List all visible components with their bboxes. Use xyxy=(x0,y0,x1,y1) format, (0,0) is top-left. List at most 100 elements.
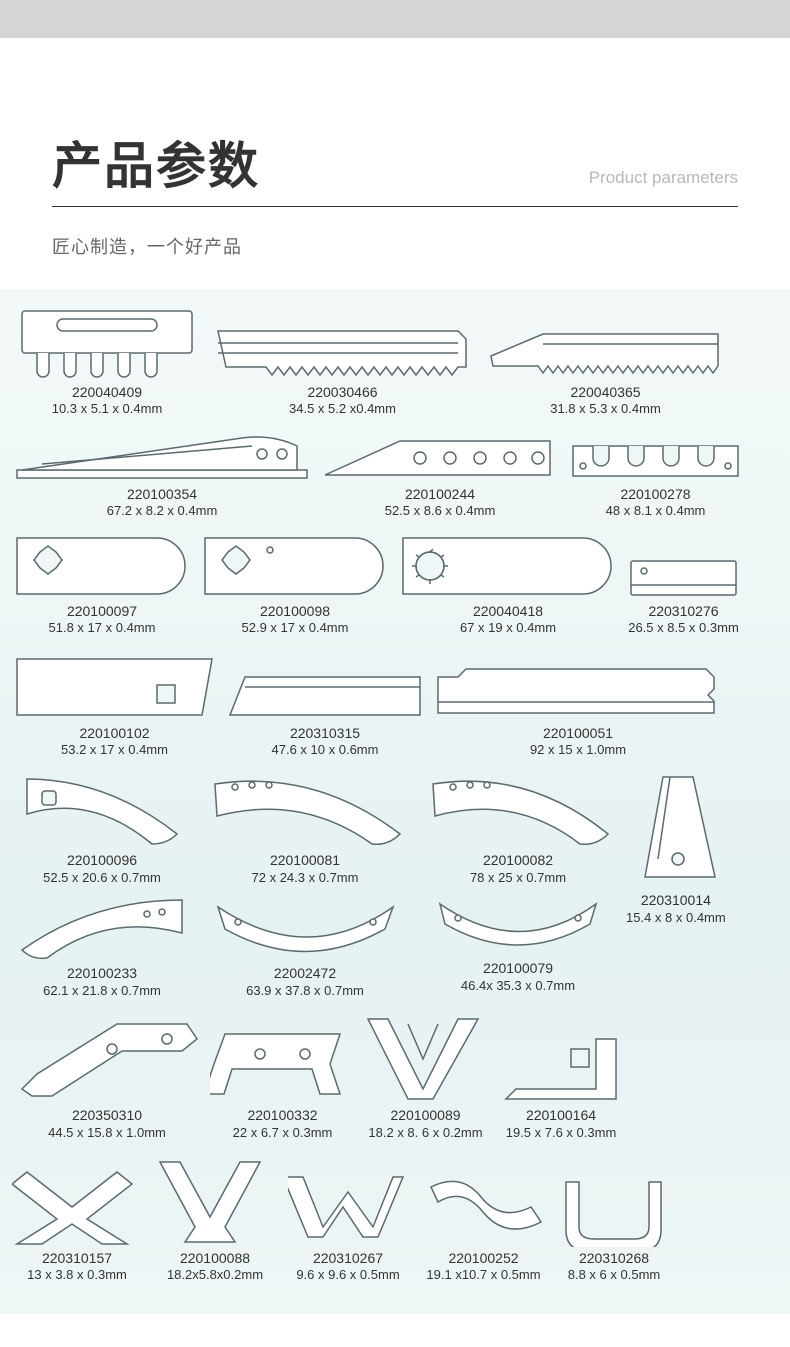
product-drawing xyxy=(428,892,608,957)
product-drawing xyxy=(17,769,187,849)
product-code: 220100354 xyxy=(127,485,197,503)
product-drawing xyxy=(496,1024,626,1104)
product-drawing xyxy=(628,769,723,889)
product-drawing xyxy=(12,1014,202,1104)
product-item: 220310157 13 x 3.8 x 0.3mm xyxy=(12,1157,142,1284)
product-code: 220100088 xyxy=(180,1249,250,1267)
product-code: 220310267 xyxy=(313,1249,383,1267)
product-dimensions: 18.2 x 8. 6 x 0.2mm xyxy=(368,1125,482,1142)
product-drawing xyxy=(210,1019,355,1104)
catalog-row: 220350310 44.5 x 15.8 x 1.0mm 220100332 … xyxy=(12,1009,778,1141)
product-code: 220310157 xyxy=(42,1249,112,1267)
catalog-row: 220040409 10.3 x 5.1 x 0.4mm 220030466 3… xyxy=(12,303,778,418)
product-item: 220100332 22 x 6.7 x 0.3mm xyxy=(210,1019,355,1141)
product-drawing xyxy=(12,303,202,381)
product-item: 220100081 72 x 24.3 x 0.7mm xyxy=(200,769,410,886)
top-bar xyxy=(0,0,790,38)
product-item: 220100097 51.8 x 17 x 0.4mm xyxy=(12,530,192,637)
catalog-row: 220310157 13 x 3.8 x 0.3mm 220100088 18.… xyxy=(12,1152,778,1284)
product-drawing xyxy=(483,326,728,381)
product-code: 220100082 xyxy=(483,851,553,869)
product-code: 220040365 xyxy=(570,383,640,401)
product-dimensions: 10.3 x 5.1 x 0.4mm xyxy=(52,401,163,418)
product-dimensions: 8.8 x 6 x 0.5mm xyxy=(568,1267,660,1284)
product-dimensions: 13 x 3.8 x 0.3mm xyxy=(27,1267,127,1284)
product-code: 220100233 xyxy=(67,964,137,982)
product-item: 220100096 52.5 x 20.6 x 0.7mm xyxy=(12,769,192,886)
product-item: 220310267 9.6 x 9.6 x 0.5mm xyxy=(288,1162,408,1284)
catalog-row: 220100097 51.8 x 17 x 0.4mm 220100098 52… xyxy=(12,530,778,637)
product-item: 220040365 31.8 x 5.3 x 0.4mm xyxy=(483,326,728,418)
title-english: Product parameters xyxy=(589,168,738,188)
product-drawing xyxy=(203,892,408,962)
product-code: 220100051 xyxy=(543,724,613,742)
product-code: 22002472 xyxy=(274,964,336,982)
product-dimensions: 53.2 x 17 x 0.4mm xyxy=(61,742,168,759)
product-item: 220100051 92 x 15 x 1.0mm xyxy=(433,662,723,759)
product-item: 220100098 52.9 x 17 x 0.4mm xyxy=(200,530,390,637)
product-dimensions: 9.6 x 9.6 x 0.5mm xyxy=(296,1267,399,1284)
product-drawing xyxy=(398,530,618,600)
product-catalog: 220040409 10.3 x 5.1 x 0.4mm 220030466 3… xyxy=(0,289,790,1314)
product-item: 220100079 46.4x 35.3 x 0.7mm xyxy=(418,892,618,994)
product-dimensions: 72 x 24.3 x 0.7mm xyxy=(252,870,359,887)
product-code: 220350310 xyxy=(72,1106,142,1124)
product-code: 220310014 xyxy=(641,891,711,909)
catalog-row: 220100102 53.2 x 17 x 0.4mm 220310315 47… xyxy=(12,647,778,759)
product-dimensions: 92 x 15 x 1.0mm xyxy=(530,742,626,759)
product-item: 220100082 78 x 25 x 0.7mm xyxy=(418,769,618,886)
product-dimensions: 44.5 x 15.8 x 1.0mm xyxy=(48,1125,166,1142)
title-chinese: 产品参数 xyxy=(52,126,260,198)
product-drawing xyxy=(626,555,741,600)
catalog-row: 220100096 52.5 x 20.6 x 0.7mm 220100233 … xyxy=(12,769,778,999)
product-code: 220310268 xyxy=(579,1249,649,1267)
product-code: 220100089 xyxy=(390,1106,460,1124)
product-drawing xyxy=(12,892,192,962)
product-item: 220350310 44.5 x 15.8 x 1.0mm xyxy=(12,1014,202,1141)
product-item: 220030466 34.5 x 5.2 x0.4mm xyxy=(210,321,475,418)
product-item: 220310014 15.4 x 8 x 0.4mm xyxy=(626,769,726,926)
product-dimensions: 67 x 19 x 0.4mm xyxy=(460,620,556,637)
product-item: 220310268 8.8 x 6 x 0.5mm xyxy=(559,1167,669,1284)
product-drawing xyxy=(288,1162,408,1247)
product-drawing xyxy=(416,1167,551,1247)
product-drawing xyxy=(12,530,192,600)
product-code: 220100164 xyxy=(526,1106,596,1124)
product-dimensions: 18.2x5.8x0.2mm xyxy=(167,1267,263,1284)
product-item: 220100278 48 x 8.1 x 0.4mm xyxy=(568,438,743,520)
product-item: 220100233 62.1 x 21.8 x 0.7mm xyxy=(12,892,192,999)
product-code: 220100096 xyxy=(67,851,137,869)
product-dimensions: 19.5 x 7.6 x 0.3mm xyxy=(506,1125,617,1142)
product-item: 220100102 53.2 x 17 x 0.4mm xyxy=(12,647,217,759)
product-code: 220100278 xyxy=(620,485,690,503)
product-dimensions: 63.9 x 37.8 x 0.7mm xyxy=(246,983,364,1000)
product-drawing xyxy=(12,428,312,483)
product-item: 220100164 19.5 x 7.6 x 0.3mm xyxy=(496,1024,626,1141)
product-item: 220040418 67 x 19 x 0.4mm xyxy=(398,530,618,637)
product-drawing xyxy=(568,438,743,483)
product-code: 220100102 xyxy=(79,724,149,742)
product-dimensions: 52.5 x 20.6 x 0.7mm xyxy=(43,870,161,887)
product-item: 220100088 18.2x5.8x0.2mm xyxy=(150,1152,280,1284)
product-dimensions: 15.4 x 8 x 0.4mm xyxy=(626,910,726,927)
product-dimensions: 48 x 8.1 x 0.4mm xyxy=(606,503,706,520)
product-code: 220040409 xyxy=(72,383,142,401)
product-dimensions: 51.8 x 17 x 0.4mm xyxy=(49,620,156,637)
product-code: 220100332 xyxy=(247,1106,317,1124)
product-item: 220100244 52.5 x 8.6 x 0.4mm xyxy=(320,433,560,520)
product-drawing xyxy=(559,1167,669,1247)
product-drawing xyxy=(225,667,425,722)
product-code: 220100097 xyxy=(67,602,137,620)
product-item: 220100354 67.2 x 8.2 x 0.4mm xyxy=(12,428,312,520)
product-dimensions: 52.9 x 17 x 0.4mm xyxy=(242,620,349,637)
product-drawing xyxy=(150,1152,280,1247)
product-drawing xyxy=(210,321,475,381)
product-item: 220310276 26.5 x 8.5 x 0.3mm xyxy=(626,555,741,637)
product-dimensions: 67.2 x 8.2 x 0.4mm xyxy=(107,503,218,520)
product-code: 220310315 xyxy=(290,724,360,742)
product-code: 220100081 xyxy=(270,851,340,869)
product-dimensions: 52.5 x 8.6 x 0.4mm xyxy=(385,503,496,520)
product-dimensions: 19.1 x10.7 x 0.5mm xyxy=(426,1267,540,1284)
header: 产品参数 Product parameters 匠心制造，一个好产品 xyxy=(0,38,790,289)
product-drawing xyxy=(200,769,410,849)
